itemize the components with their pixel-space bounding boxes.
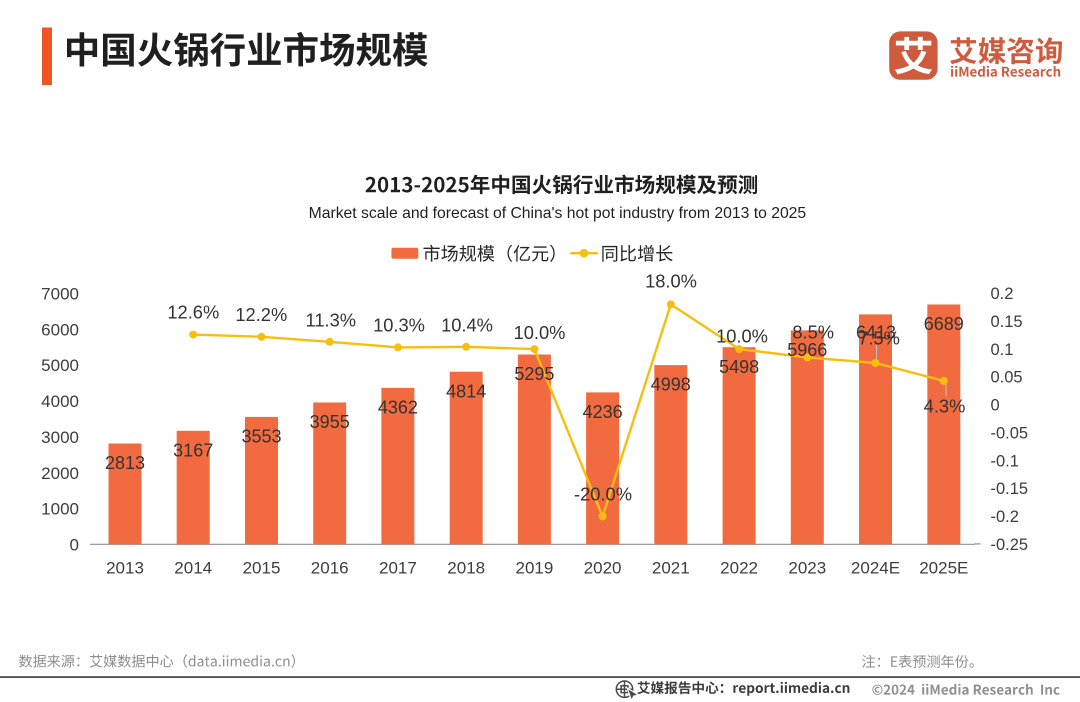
svg-text:10.3%: 10.3% — [373, 315, 425, 336]
svg-text:4236: 4236 — [583, 402, 623, 422]
svg-text:-0.1: -0.1 — [991, 452, 1019, 470]
svg-text:10.0%: 10.0% — [514, 322, 566, 343]
svg-text:-0.15: -0.15 — [991, 480, 1029, 498]
svg-text:2022: 2022 — [720, 559, 758, 578]
svg-text:6413: 6413 — [856, 323, 896, 343]
svg-text:8.5%: 8.5% — [792, 322, 834, 343]
svg-text:2014: 2014 — [174, 559, 212, 578]
svg-text:2023: 2023 — [788, 559, 826, 578]
svg-text:1000: 1000 — [41, 500, 79, 519]
svg-text:0.2: 0.2 — [991, 285, 1014, 303]
svg-text:4998: 4998 — [651, 375, 691, 395]
svg-text:3553: 3553 — [241, 427, 281, 447]
svg-text:2018: 2018 — [447, 559, 485, 578]
svg-text:3000: 3000 — [41, 428, 79, 447]
svg-text:2019: 2019 — [515, 559, 553, 578]
svg-text:10.0%: 10.0% — [716, 326, 768, 347]
svg-text:4.3%: 4.3% — [924, 396, 966, 417]
svg-text:0.05: 0.05 — [991, 369, 1023, 387]
svg-text:2813: 2813 — [105, 453, 145, 473]
svg-text:18.0%: 18.0% — [645, 271, 697, 292]
svg-text:2015: 2015 — [243, 559, 281, 578]
svg-text:7000: 7000 — [41, 285, 79, 304]
svg-text:-20.0%: -20.0% — [574, 484, 632, 505]
svg-text:2017: 2017 — [379, 559, 417, 578]
svg-text:6000: 6000 — [41, 320, 79, 339]
svg-text:2021: 2021 — [652, 559, 690, 578]
svg-text:4362: 4362 — [378, 398, 418, 418]
svg-text:4814: 4814 — [446, 381, 486, 401]
svg-text:11.3%: 11.3% — [306, 310, 356, 331]
svg-text:12.6%: 12.6% — [167, 302, 219, 323]
svg-text:7.5%: 7.5% — [858, 328, 900, 349]
svg-text:4000: 4000 — [41, 392, 79, 411]
svg-text:-0.25: -0.25 — [991, 536, 1029, 554]
svg-text:10.4%: 10.4% — [441, 315, 493, 336]
svg-text:5295: 5295 — [514, 364, 554, 384]
svg-text:2020: 2020 — [584, 559, 622, 578]
svg-text:6689: 6689 — [924, 314, 964, 334]
svg-text:Market scale and forecast of C: Market scale and forecast of China's hot… — [309, 205, 807, 222]
svg-text:0: 0 — [991, 397, 1000, 415]
svg-text:5498: 5498 — [719, 357, 759, 377]
svg-text:2024E: 2024E — [851, 559, 900, 578]
svg-text:2000: 2000 — [41, 464, 79, 483]
svg-text:2025E: 2025E — [919, 559, 968, 578]
svg-text:0.1: 0.1 — [991, 341, 1014, 359]
svg-text:-0.2: -0.2 — [991, 508, 1019, 526]
svg-text:3167: 3167 — [173, 440, 213, 460]
svg-text:2013: 2013 — [106, 559, 144, 578]
svg-text:2016: 2016 — [311, 559, 349, 578]
svg-text:5000: 5000 — [41, 356, 79, 375]
svg-text:0: 0 — [70, 536, 79, 555]
svg-text:3955: 3955 — [310, 412, 350, 432]
svg-text:-0.05: -0.05 — [991, 425, 1029, 443]
svg-text:5966: 5966 — [787, 340, 827, 360]
svg-text:12.2%: 12.2% — [235, 304, 287, 325]
svg-text:0.15: 0.15 — [991, 313, 1023, 331]
